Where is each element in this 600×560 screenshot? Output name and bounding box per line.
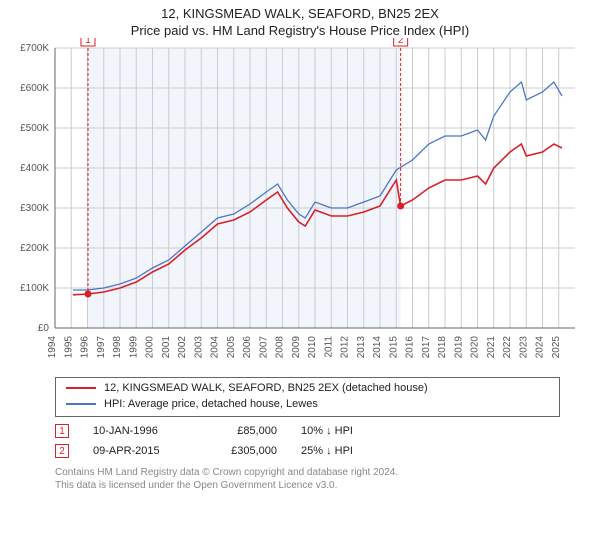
legend-swatch-b xyxy=(66,403,96,405)
legend-label-b: HPI: Average price, detached house, Lewe… xyxy=(104,398,318,410)
event-pct: 10% ↓ HPI xyxy=(301,425,391,437)
svg-text:2: 2 xyxy=(398,38,404,46)
svg-text:1996: 1996 xyxy=(80,336,91,359)
svg-text:£500K: £500K xyxy=(20,123,49,134)
chart-plot: £0 £100K £200K £300K £400K £500K £600K £700K 199… xyxy=(0,38,600,373)
attribution: Contains HM Land Registry data © Crown c… xyxy=(55,467,560,492)
svg-text:2004: 2004 xyxy=(210,336,221,359)
svg-text:2020: 2020 xyxy=(470,336,481,359)
svg-text:2016: 2016 xyxy=(405,336,416,359)
event-row: 1 10-JAN-1996 £85,000 10% ↓ HPI xyxy=(55,421,560,441)
event-price: £305,000 xyxy=(207,445,277,457)
svg-text:2009: 2009 xyxy=(291,336,302,359)
legend-label-a: 12, KINGSMEAD WALK, SEAFORD, BN25 2EX (d… xyxy=(104,382,428,394)
svg-text:£300K: £300K xyxy=(20,203,49,214)
event-pct: 25% ↓ HPI xyxy=(301,445,391,457)
svg-text:2008: 2008 xyxy=(275,336,286,359)
svg-text:1: 1 xyxy=(85,38,91,46)
svg-text:£0: £0 xyxy=(38,323,50,334)
legend-item-b: HPI: Average price, detached house, Lewe… xyxy=(66,396,549,412)
svg-text:2021: 2021 xyxy=(486,336,497,359)
svg-text:2006: 2006 xyxy=(242,336,253,359)
event-date: 10-JAN-1996 xyxy=(93,425,183,437)
svg-text:2002: 2002 xyxy=(177,336,188,359)
svg-text:2015: 2015 xyxy=(388,336,399,359)
svg-text:£100K: £100K xyxy=(20,283,49,294)
svg-text:£700K: £700K xyxy=(20,43,49,54)
svg-text:1998: 1998 xyxy=(112,336,123,359)
svg-text:£600K: £600K xyxy=(20,83,49,94)
legend-item-a: 12, KINGSMEAD WALK, SEAFORD, BN25 2EX (d… xyxy=(66,380,549,396)
svg-text:2003: 2003 xyxy=(193,336,204,359)
svg-text:2018: 2018 xyxy=(437,336,448,359)
svg-text:2005: 2005 xyxy=(226,336,237,359)
svg-text:2025: 2025 xyxy=(551,336,562,359)
svg-text:2001: 2001 xyxy=(161,336,172,359)
svg-text:2023: 2023 xyxy=(518,336,529,359)
svg-text:1997: 1997 xyxy=(96,336,107,359)
event-marker: 2 xyxy=(55,444,69,458)
svg-text:1995: 1995 xyxy=(63,336,74,359)
svg-text:2011: 2011 xyxy=(323,336,334,358)
svg-text:2007: 2007 xyxy=(258,336,269,359)
chart-title: 12, KINGSMEAD WALK, SEAFORD, BN25 2EX xyxy=(0,6,600,21)
svg-text:1994: 1994 xyxy=(47,336,58,359)
legend: 12, KINGSMEAD WALK, SEAFORD, BN25 2EX (d… xyxy=(55,377,560,417)
svg-text:2000: 2000 xyxy=(145,336,156,359)
legend-swatch-a xyxy=(66,387,96,389)
svg-text:2017: 2017 xyxy=(421,336,432,359)
svg-text:£200K: £200K xyxy=(20,243,49,254)
event-row: 2 09-APR-2015 £305,000 25% ↓ HPI xyxy=(55,441,560,461)
svg-text:£400K: £400K xyxy=(20,163,49,174)
svg-text:2019: 2019 xyxy=(453,336,464,359)
svg-text:1999: 1999 xyxy=(128,336,139,359)
svg-text:2014: 2014 xyxy=(372,336,383,359)
svg-text:2022: 2022 xyxy=(502,336,513,359)
svg-text:2010: 2010 xyxy=(307,336,318,359)
events-table: 1 10-JAN-1996 £85,000 10% ↓ HPI 2 09-APR-2015… xyxy=(55,421,560,461)
svg-text:2024: 2024 xyxy=(535,336,546,359)
event-marker: 1 xyxy=(55,424,69,438)
event-date: 09-APR-2015 xyxy=(93,445,183,457)
svg-text:2012: 2012 xyxy=(340,336,351,359)
chart-subtitle: Price paid vs. HM Land Registry's House … xyxy=(0,23,600,38)
svg-text:2013: 2013 xyxy=(356,336,367,359)
event-price: £85,000 xyxy=(207,425,277,437)
